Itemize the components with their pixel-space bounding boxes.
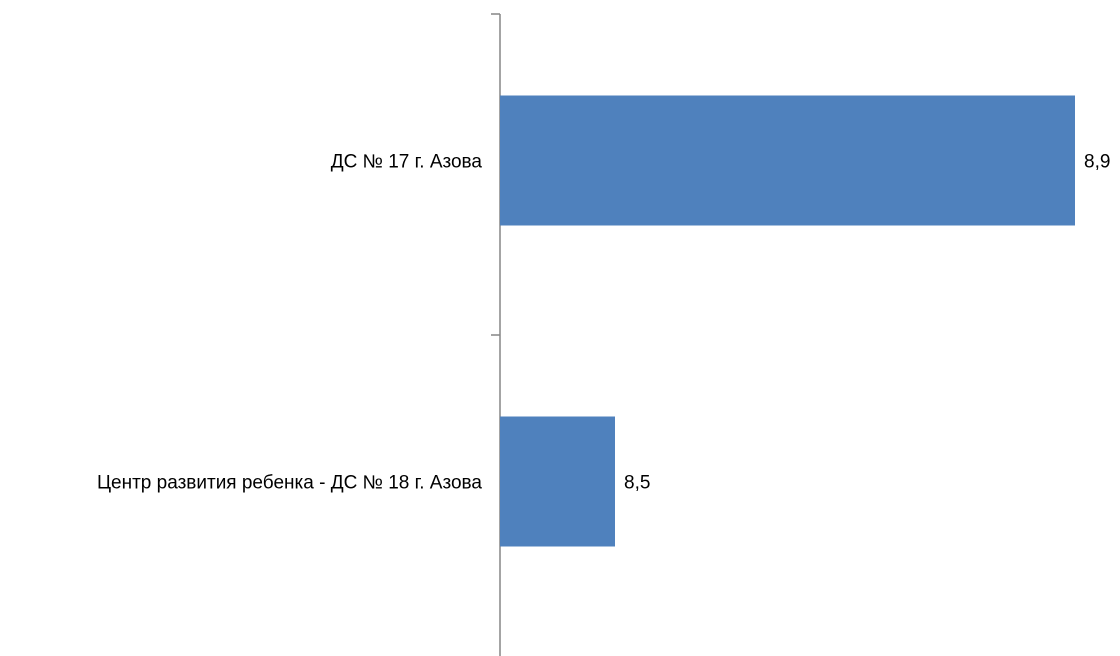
- data-label: 8,9: [1084, 152, 1110, 173]
- bars: [500, 95, 1075, 547]
- category-label: Центр развития ребенка - ДС № 18 г. Азов…: [97, 473, 482, 494]
- labels: ДС № 17 г. Азова 8,9 Центр развития ребенк…: [97, 152, 1110, 494]
- data-label: 8,5: [624, 473, 650, 494]
- bar: [500, 95, 1075, 226]
- category-label: ДС № 17 г. Азова: [331, 152, 483, 173]
- bar: [500, 416, 615, 547]
- category-axis: [491, 13, 501, 656]
